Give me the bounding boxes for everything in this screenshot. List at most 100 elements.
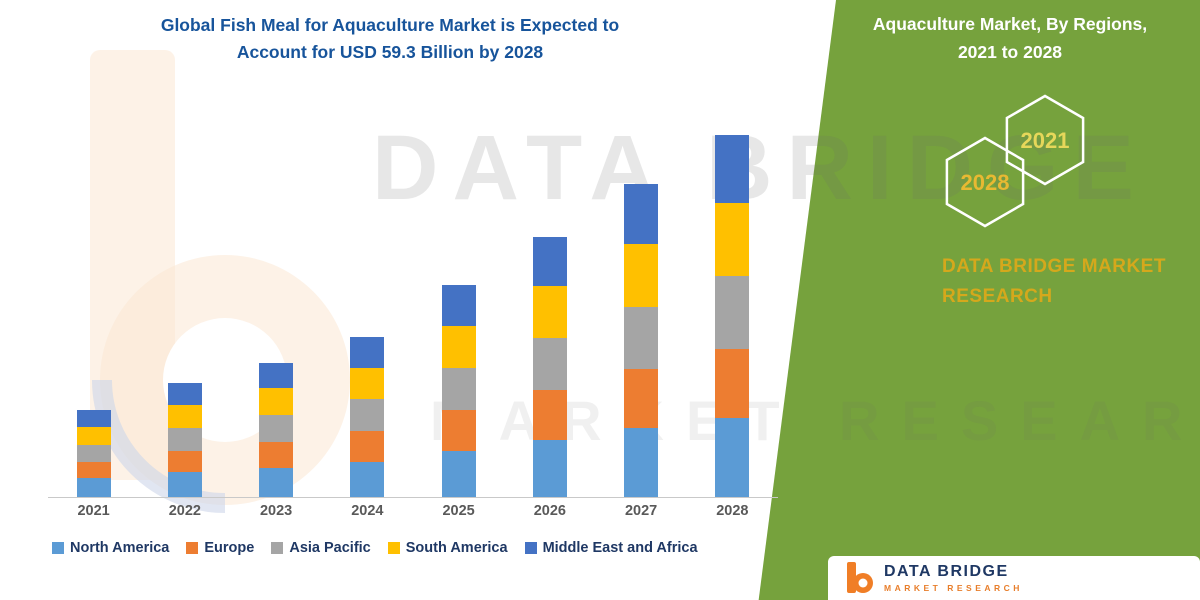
bar-column-2024 <box>322 115 413 497</box>
bar-segment <box>532 286 567 339</box>
brand-line1: DATA BRIDGE MARKET <box>942 256 1166 277</box>
chart-legend: North America Europe Asia Pacific South Ame… <box>52 540 797 556</box>
bar-column-2022 <box>139 115 230 497</box>
bar-stack <box>715 135 750 497</box>
bar-segment <box>532 237 567 287</box>
bar-segment <box>76 444 111 462</box>
legend-swatch <box>52 542 64 554</box>
legend-label: North America <box>70 540 170 556</box>
legend-swatch <box>271 542 284 554</box>
bar-segment <box>624 184 659 245</box>
x-axis-label: 2026 <box>533 503 566 519</box>
bar-segment <box>715 203 750 277</box>
legend-label: Europe <box>204 540 255 556</box>
bar-column-2021 <box>48 115 139 497</box>
bar-segment <box>350 461 385 497</box>
bar-stack <box>350 337 385 497</box>
bar-segment <box>259 442 294 468</box>
x-axis-label: 2023 <box>259 503 293 519</box>
stacked-bar-chart <box>48 115 778 498</box>
bar-segment <box>350 337 385 368</box>
bar-segment <box>532 439 567 497</box>
bar-segment <box>441 368 476 411</box>
bar-segment <box>715 348 750 418</box>
legend-label: Middle East and Africa <box>542 540 698 556</box>
legend-item: Middle East and Africa <box>524 540 698 556</box>
bar-segment <box>350 399 385 432</box>
bg-logo-stem <box>90 50 175 480</box>
bar-segment <box>76 427 111 445</box>
footer-logo: DATA BRIDGE MARKET RESEARCH <box>828 556 1200 600</box>
year-hexagons: 2028 2021 <box>945 94 1085 228</box>
bar-segment <box>167 472 202 497</box>
bar-segment <box>624 306 659 369</box>
x-axis-label: 2021 <box>77 503 110 519</box>
hexagon-2028-label: 2028 <box>961 170 1010 195</box>
bar-segment <box>441 410 476 451</box>
side-panel-background <box>758 0 1200 600</box>
bg-logo-blue-arc <box>92 379 226 513</box>
footer-logo-tagline: MARKET RESEARCH <box>884 583 1023 593</box>
chart-title-line2: Account for USD 59.3 Billion by 2028 <box>236 42 544 63</box>
legend-swatch <box>387 542 400 554</box>
side-panel-heading-line2: 2021 to 2028 <box>957 42 1063 62</box>
bar-segment <box>624 368 659 428</box>
bar-stack <box>532 237 567 497</box>
bar-segment <box>76 478 111 497</box>
bar-column-2027 <box>596 115 687 497</box>
footer-logo-text: DATA BRIDGE MARKET RESEARCH <box>884 563 1023 593</box>
brand-line2: RESEARCH <box>942 286 1053 308</box>
bar-segment <box>259 467 294 497</box>
x-axis-labels: 2021 2022 2023 2024 2025 2026 2027 2028 <box>48 503 778 519</box>
hexagon-2021-outline <box>1005 94 1085 186</box>
bar-segment <box>76 461 111 479</box>
legend-item: Asia Pacific <box>271 540 371 556</box>
bar-segment <box>76 410 111 428</box>
side-panel-heading-line1: Aquaculture Market, By Regions, <box>872 14 1148 34</box>
hexagon-2021-label: 2021 <box>1021 128 1070 153</box>
bar-segment <box>624 428 659 497</box>
legend-swatch <box>186 542 199 554</box>
bar-segment <box>350 367 385 400</box>
bar-segment <box>167 383 202 406</box>
bar-stack <box>167 383 202 497</box>
bar-segment <box>259 388 294 416</box>
bar-segment <box>259 362 294 389</box>
bar-segment <box>167 450 202 472</box>
legend-item: North America <box>52 540 169 556</box>
bar-segment <box>441 285 476 327</box>
bar-column-2026 <box>504 115 595 497</box>
legend-swatch <box>524 542 537 554</box>
bar-column-2023 <box>231 115 322 497</box>
chart-title-line1: Global Fish Meal for Aquaculture Market … <box>160 15 620 35</box>
bar-segment <box>715 135 750 204</box>
x-axis-label: 2028 <box>716 503 749 519</box>
bar-segment <box>715 417 750 497</box>
legend-label: Asia Pacific <box>289 540 371 556</box>
chart-title: Global Fish Meal for Aquaculture Market … <box>28 12 752 66</box>
bar-segment <box>350 431 385 462</box>
bar-stack <box>259 362 294 497</box>
bar-segment <box>715 276 750 349</box>
legend-label: South America <box>405 540 508 556</box>
bar-segment <box>441 450 476 497</box>
bar-stack <box>441 285 476 497</box>
bar-segment <box>532 338 567 391</box>
bar-segment <box>167 405 202 429</box>
brand-wordmark: DATA BRIDGE MARKET RESEARCH <box>942 252 1166 313</box>
footer-logo-name: DATA BRIDGE <box>884 563 1009 580</box>
side-panel-heading: Aquaculture Market, By Regions, 2021 to … <box>845 10 1175 66</box>
bar-column-2028 <box>687 115 778 497</box>
bar-segment <box>532 390 567 440</box>
hexagon-2028-outline <box>945 136 1025 228</box>
bar-column-2025 <box>413 115 504 497</box>
bar-stack <box>76 410 111 497</box>
bar-segment <box>259 415 294 443</box>
legend-item: South America <box>387 540 508 556</box>
x-axis-label: 2024 <box>351 503 384 519</box>
x-axis-label: 2027 <box>624 503 658 519</box>
bar-segment <box>441 326 476 369</box>
x-axis-label: 2022 <box>168 503 201 519</box>
legend-item: Europe <box>186 540 254 556</box>
